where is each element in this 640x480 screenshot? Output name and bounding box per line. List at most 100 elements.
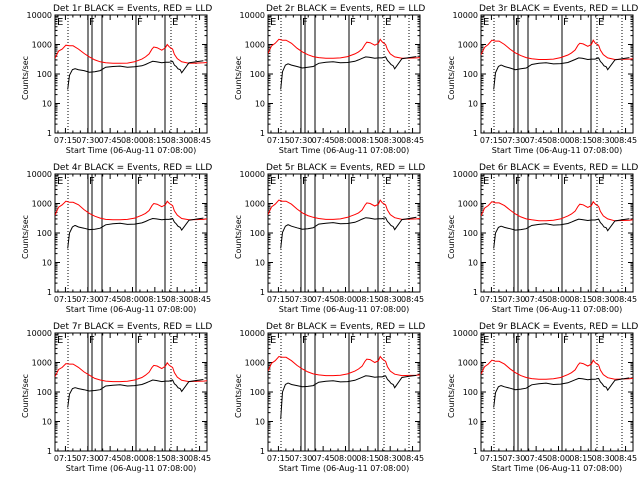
event-marker-label: E <box>598 17 604 28</box>
x-tick-label: 08:00 <box>334 454 357 463</box>
x-tick-label: 07:30 <box>502 295 525 304</box>
x-tick-label: 08:30 <box>379 136 402 145</box>
x-tick-label: 08:15 <box>569 295 592 304</box>
x-tick-label: 08:30 <box>166 295 189 304</box>
event-marker-label: F <box>302 335 308 346</box>
x-tick-label: 08:45 <box>188 295 211 304</box>
x-axis-label: Start Time (06-Aug-11 07:08:00) <box>66 305 197 314</box>
x-tick-label: 08:15 <box>356 454 379 463</box>
plot-frame <box>267 332 421 452</box>
x-tick-label: 08:00 <box>547 136 570 145</box>
x-tick-label: 08:15 <box>356 136 379 145</box>
x-tick-label: 07:15 <box>480 295 503 304</box>
x-tick-label: 07:30 <box>76 295 99 304</box>
y-tick-label: 100 <box>250 229 265 238</box>
y-tick-label: 100 <box>463 229 478 238</box>
event-marker-label: F <box>350 17 356 28</box>
x-tick-label: 07:30 <box>289 295 312 304</box>
x-tick-label: 07:15 <box>480 454 503 463</box>
x-tick-label: 07:45 <box>99 454 122 463</box>
x-tick-label: 08:15 <box>569 454 592 463</box>
event-marker-label: F <box>302 176 308 187</box>
x-tick-label: 08:30 <box>166 454 189 463</box>
y-tick-label: 10 <box>255 100 265 109</box>
y-tick-label: 10 <box>42 100 52 109</box>
event-marker-label: F <box>515 176 521 187</box>
detector-panel-8: Det 8r BLACK = Events, RED = LLD 1 10 100 10… <box>234 322 425 473</box>
series-line-lld <box>55 361 207 383</box>
event-marker-label: F <box>515 335 521 346</box>
series-line-lld <box>55 43 207 64</box>
x-axis-label: Start Time (06-Aug-11 07:08:00) <box>279 464 410 473</box>
y-axis-label: Counts/sec <box>21 56 30 100</box>
event-marker-label: E <box>483 335 489 346</box>
panel-title: Det 3r BLACK = Events, RED = LLD <box>479 4 638 14</box>
x-tick-label: 07:45 <box>525 454 548 463</box>
x-tick-label: 08:15 <box>569 136 592 145</box>
detector-panel-4: Det 4r BLACK = Events, RED = LLD 1 10 100 10… <box>21 163 212 314</box>
event-marker-label: E <box>172 335 178 346</box>
event-marker-label: F <box>563 335 569 346</box>
y-tick-label: 1000 <box>245 41 265 50</box>
y-tick-label: 100 <box>250 70 265 79</box>
y-tick-label: 1000 <box>32 200 52 209</box>
detector-panel-7: Det 7r BLACK = Events, RED = LLD 1 10 100 10… <box>21 322 212 473</box>
x-tick-label: 08:15 <box>143 454 166 463</box>
x-tick-label: 08:45 <box>614 454 637 463</box>
x-tick-label: 07:30 <box>76 454 99 463</box>
event-marker-label: E <box>598 335 604 346</box>
event-marker-label: E <box>57 176 63 187</box>
plot-frame <box>480 173 634 293</box>
x-axis-label: Start Time (06-Aug-11 07:08:00) <box>492 146 623 155</box>
y-tick-label: 1 <box>47 447 52 456</box>
x-tick-label: 08:45 <box>188 136 211 145</box>
series-line-lld <box>481 39 633 61</box>
y-tick-label: 100 <box>463 70 478 79</box>
x-tick-label: 08:30 <box>379 295 402 304</box>
panel-title: Det 5r BLACK = Events, RED = LLD <box>266 163 425 173</box>
y-tick-label: 1000 <box>458 41 478 50</box>
series-line-events <box>493 57 630 90</box>
event-marker-label: F <box>302 17 308 28</box>
y-axis-label: Counts/sec <box>21 374 30 418</box>
y-tick-label: 10000 <box>453 329 478 338</box>
x-axis-label: Start Time (06-Aug-11 07:08:00) <box>279 305 410 314</box>
event-marker-label: E <box>172 17 178 28</box>
series-line-events <box>493 218 630 249</box>
x-tick-label: 08:00 <box>121 295 144 304</box>
x-tick-label: 07:30 <box>502 454 525 463</box>
series-line-events <box>67 60 204 90</box>
x-tick-label: 07:45 <box>99 295 122 304</box>
x-axis-label: Start Time (06-Aug-11 07:08:00) <box>66 464 197 473</box>
event-marker-label: E <box>385 17 391 28</box>
y-tick-label: 10 <box>42 259 52 268</box>
y-axis-label: Counts/sec <box>234 56 243 100</box>
x-tick-label: 07:45 <box>525 136 548 145</box>
plot-frame <box>267 173 421 293</box>
series-line-events <box>280 56 417 90</box>
y-axis-label: Counts/sec <box>447 374 456 418</box>
x-tick-label: 08:30 <box>592 136 615 145</box>
event-marker-label: E <box>483 176 489 187</box>
y-tick-label: 10000 <box>240 329 265 338</box>
event-marker-label: F <box>89 17 95 28</box>
series-line-lld <box>481 200 633 222</box>
series-line-events <box>280 374 417 420</box>
y-tick-label: 1 <box>47 288 52 297</box>
y-tick-label: 10000 <box>27 11 52 20</box>
x-tick-label: 07:15 <box>54 136 77 145</box>
x-tick-label: 07:45 <box>312 136 335 145</box>
y-tick-label: 100 <box>37 388 52 397</box>
y-tick-label: 100 <box>37 229 52 238</box>
y-tick-label: 10000 <box>453 170 478 179</box>
x-tick-label: 08:30 <box>592 454 615 463</box>
x-tick-label: 08:00 <box>547 295 570 304</box>
y-tick-label: 1 <box>473 288 478 297</box>
event-marker-label: F <box>89 176 95 187</box>
panel-title: Det 8r BLACK = Events, RED = LLD <box>266 322 425 332</box>
x-tick-label: 07:45 <box>525 295 548 304</box>
event-marker-label: F <box>137 17 143 28</box>
y-axis-label: Counts/sec <box>447 215 456 259</box>
x-tick-label: 08:00 <box>334 295 357 304</box>
x-tick-label: 08:15 <box>356 295 379 304</box>
